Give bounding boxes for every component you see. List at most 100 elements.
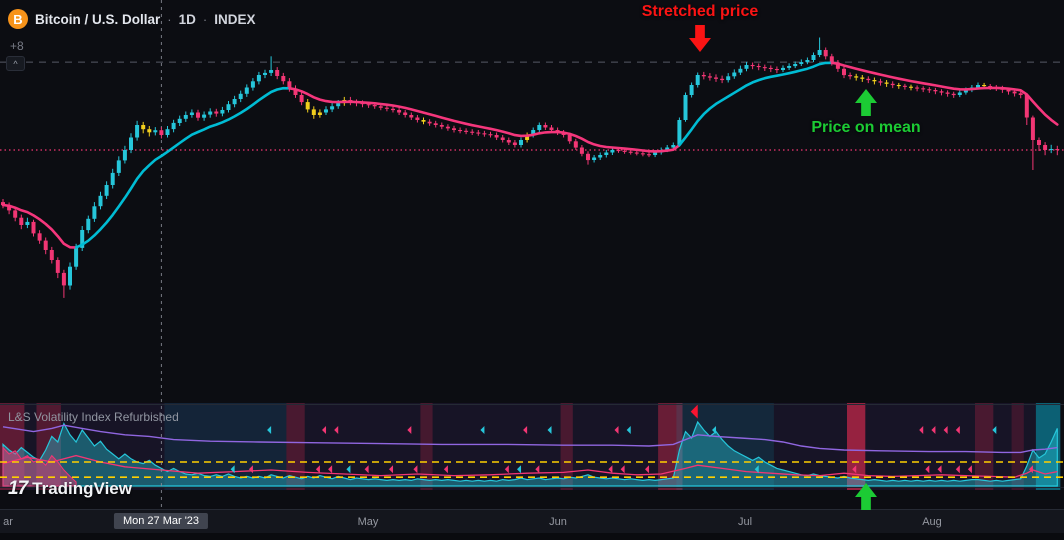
candle[interactable]	[543, 122, 548, 131]
signal-diamond[interactable]	[614, 426, 619, 434]
signal-diamond[interactable]	[955, 426, 960, 434]
candle[interactable]	[951, 91, 956, 98]
candle[interactable]	[762, 64, 767, 71]
candle[interactable]	[116, 156, 121, 176]
candle[interactable]	[750, 62, 755, 70]
candle[interactable]	[817, 37, 822, 58]
candle[interactable]	[415, 115, 420, 123]
candle[interactable]	[482, 130, 487, 137]
candle[interactable]	[1024, 93, 1029, 125]
candle[interactable]	[512, 140, 517, 148]
signal-diamond[interactable]	[919, 426, 924, 434]
candle[interactable]	[805, 57, 810, 65]
candle[interactable]	[586, 151, 590, 165]
candle[interactable]	[275, 67, 280, 80]
moving-average-line[interactable]	[288, 87, 681, 153]
signal-diamond[interactable]	[413, 465, 418, 474]
candle[interactable]	[177, 115, 182, 126]
annotation-price-on-mean[interactable]: Price on mean	[811, 119, 921, 136]
candle[interactable]	[909, 84, 913, 91]
candle[interactable]	[1043, 142, 1048, 156]
candle[interactable]	[774, 66, 779, 74]
candle[interactable]	[890, 81, 895, 89]
candle[interactable]	[573, 138, 578, 150]
candle[interactable]	[878, 78, 883, 86]
candle[interactable]	[263, 69, 267, 79]
moving-average-line[interactable]	[678, 61, 834, 147]
candle[interactable]	[933, 87, 938, 95]
candle[interactable]	[147, 126, 152, 137]
candle[interactable]	[324, 106, 328, 115]
signal-diamond[interactable]	[322, 426, 327, 434]
candle[interactable]	[1, 199, 5, 209]
interval-label[interactable]: 1D	[178, 11, 196, 27]
signal-diamond[interactable]	[334, 426, 339, 434]
candle[interactable]	[183, 111, 188, 122]
candle[interactable]	[159, 127, 164, 139]
signal-diamond[interactable]	[608, 465, 613, 474]
candle[interactable]	[488, 131, 493, 138]
candle[interactable]	[689, 82, 694, 98]
candle[interactable]	[896, 82, 901, 89]
candle[interactable]	[1037, 137, 1041, 152]
alert-diamond[interactable]	[690, 404, 698, 419]
signal-diamond[interactable]	[230, 465, 235, 474]
candle[interactable]	[232, 95, 237, 108]
candle[interactable]	[902, 83, 907, 90]
candle[interactable]	[43, 237, 48, 255]
signal-diamond[interactable]	[315, 465, 320, 474]
candle[interactable]	[250, 78, 255, 91]
candle[interactable]	[744, 61, 749, 72]
signal-diamond[interactable]	[523, 426, 528, 434]
candle[interactable]	[86, 215, 91, 234]
candle[interactable]	[80, 226, 85, 251]
signal-diamond[interactable]	[443, 465, 448, 474]
candle[interactable]	[98, 191, 103, 210]
candle[interactable]	[1049, 144, 1054, 154]
candle[interactable]	[957, 90, 962, 98]
annotation-stretched-price[interactable]: Stretched price	[641, 3, 759, 20]
candle[interactable]	[305, 99, 310, 113]
candle[interactable]	[427, 119, 432, 126]
candle[interactable]	[707, 73, 712, 81]
candle[interactable]	[738, 65, 743, 75]
candle[interactable]	[458, 127, 463, 134]
candle[interactable]	[110, 168, 115, 189]
signal-diamond[interactable]	[504, 465, 509, 474]
candle[interactable]	[55, 257, 60, 279]
signal-diamond[interactable]	[267, 426, 272, 434]
candle[interactable]	[391, 106, 395, 113]
signal-diamond[interactable]	[364, 465, 369, 474]
candle[interactable]	[439, 122, 444, 130]
candle[interactable]	[500, 135, 505, 143]
candle[interactable]	[598, 152, 603, 161]
signal-diamond[interactable]	[992, 426, 997, 434]
candle[interactable]	[220, 106, 225, 117]
signal-diamond[interactable]	[1028, 465, 1033, 474]
time-axis[interactable]: Mon 27 Mar '23 ar May Jun Jul Aug	[0, 509, 1064, 533]
candle[interactable]	[519, 137, 523, 148]
moving-average-line[interactable]	[74, 86, 291, 249]
candle[interactable]	[604, 150, 609, 158]
candle[interactable]	[848, 72, 853, 80]
candle[interactable]	[945, 90, 950, 97]
candle[interactable]	[31, 219, 36, 237]
candle[interactable]	[330, 103, 335, 113]
candle[interactable]	[129, 133, 133, 154]
candle[interactable]	[452, 125, 456, 133]
candle[interactable]	[592, 155, 597, 163]
candle[interactable]	[196, 109, 200, 121]
candle[interactable]	[872, 77, 877, 85]
candle[interactable]	[1030, 115, 1035, 170]
candle[interactable]	[525, 132, 530, 143]
candle[interactable]	[384, 105, 389, 112]
candle[interactable]	[165, 126, 170, 138]
candle[interactable]	[61, 269, 66, 298]
candle[interactable]	[311, 106, 316, 119]
candle[interactable]	[683, 92, 688, 122]
candle[interactable]	[403, 110, 408, 118]
candle[interactable]	[214, 108, 219, 117]
candle[interactable]	[470, 129, 475, 135]
signal-diamond[interactable]	[547, 426, 552, 434]
candle[interactable]	[464, 128, 469, 135]
